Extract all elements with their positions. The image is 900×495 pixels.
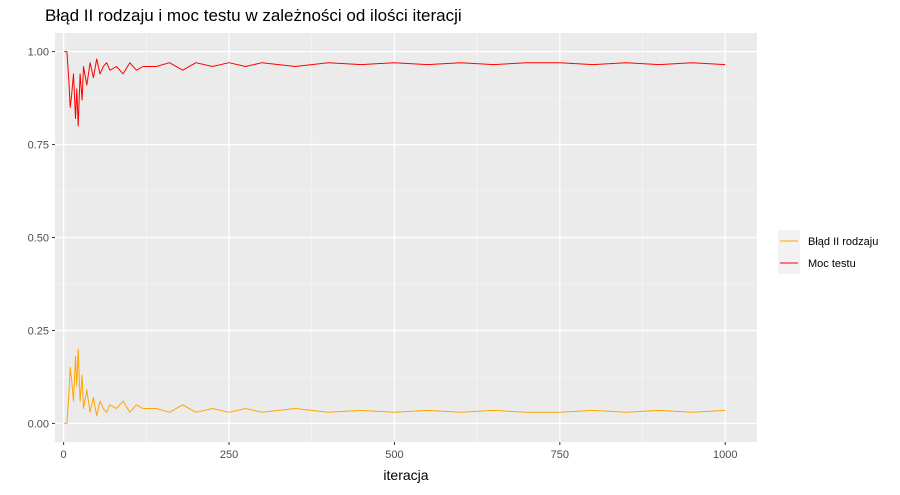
x-tick-label: 1000 — [713, 449, 737, 461]
y-tick-label: 0.75 — [28, 140, 49, 152]
y-tick-label: 0.25 — [28, 325, 49, 337]
major-gridlines — [55, 33, 757, 442]
series-line-0 — [64, 348, 726, 424]
x-tick-label: 0 — [61, 449, 67, 461]
legend-label: Moc testu — [808, 258, 856, 270]
y-tick-label: 0.50 — [28, 233, 49, 245]
y-tick-label: 1.00 — [28, 47, 49, 59]
x-axis-label: iteracja — [383, 467, 428, 483]
x-tick-label: 250 — [220, 449, 238, 461]
y-tick-label: 0.00 — [28, 418, 49, 430]
series-line-1 — [64, 51, 726, 127]
legend-label: Błąd II rodzaju — [808, 236, 878, 248]
series-group — [64, 51, 726, 424]
x-tick-label: 500 — [385, 449, 403, 461]
chart-title: Błąd II rodzaju i moc testu w zależności… — [45, 6, 462, 25]
legend: Błąd II rodzaju Moc testu — [778, 230, 878, 274]
x-tick-label: 750 — [551, 449, 569, 461]
